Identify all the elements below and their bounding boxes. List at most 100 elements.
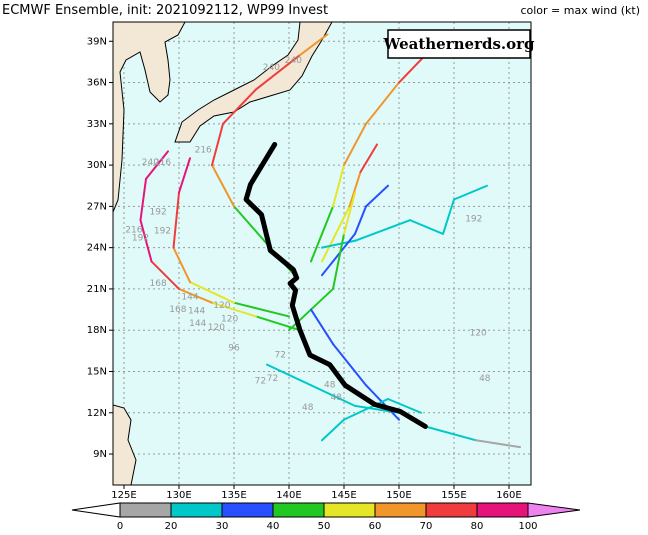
forecast-hour-label: 48 <box>324 381 336 391</box>
colorbar-label: 20 <box>165 521 178 532</box>
y-tick-label: 33N <box>87 119 107 130</box>
x-tick-label: 160E <box>496 490 521 501</box>
y-tick-label: 39N <box>87 36 107 47</box>
track-segment <box>299 33 329 57</box>
track-segment <box>387 398 422 414</box>
mean-track <box>243 141 428 430</box>
colorbar-under <box>71 502 121 518</box>
forecast-hour-label: 240 <box>142 158 159 168</box>
colorbar-segment <box>425 502 478 518</box>
x-tick-label: 140E <box>276 490 301 501</box>
track-segment <box>475 439 521 449</box>
china-korea <box>113 22 186 213</box>
colorbar-label: 30 <box>216 521 229 532</box>
y-tick-label: 12N <box>87 408 107 419</box>
y-tick-label: 9N <box>93 449 107 460</box>
track-segment <box>343 122 367 167</box>
title: ECMWF Ensemble, init: 2021092112, WP99 I… <box>2 3 328 18</box>
track-segment <box>321 232 356 277</box>
y-tick-label: 15N <box>87 366 107 377</box>
track-segment <box>354 219 411 242</box>
track-segment <box>189 281 235 304</box>
philippines <box>113 404 137 485</box>
track-segment <box>178 157 191 194</box>
colorbar-segment <box>323 502 376 518</box>
track-segment <box>343 191 356 235</box>
x-tick-label: 135E <box>221 490 246 501</box>
track-segment <box>255 54 301 91</box>
track-segment <box>332 232 345 290</box>
forecast-hour-label: 192 <box>150 207 167 217</box>
watermark: Weathernerds.org <box>382 35 535 53</box>
y-tick-label: 27N <box>87 201 107 212</box>
track-segment <box>310 384 356 407</box>
y-tick-label: 18N <box>87 325 107 336</box>
track-segment <box>211 164 235 208</box>
x-tick-label: 125E <box>111 490 136 501</box>
legend-note: color = max wind (kt) <box>520 4 640 17</box>
track-segment <box>409 219 444 235</box>
forecast-hour-label: 48 <box>302 403 314 413</box>
x-tick-label: 145E <box>331 490 356 501</box>
forecast-hour-label: 192 <box>154 227 171 237</box>
track-segment <box>139 177 147 222</box>
colorbar-segment <box>221 502 274 518</box>
track-segment <box>145 150 169 180</box>
forecast-hour-label: 120 <box>221 315 238 325</box>
track-segment <box>365 81 400 125</box>
japan <box>174 22 333 143</box>
track-segment <box>178 287 213 304</box>
forecast-hour-label: 48 <box>331 393 343 403</box>
colorbar-segment <box>476 502 529 518</box>
track-segment <box>233 301 290 318</box>
track-segment <box>139 219 153 263</box>
colorbar-label: 60 <box>369 521 382 532</box>
forecast-hour-label: 144 <box>188 306 205 316</box>
forecast-hour-label: 216 <box>125 225 142 235</box>
colorbar-label: 70 <box>420 521 433 532</box>
track-segment <box>354 205 367 235</box>
colorbar-over <box>527 502 581 518</box>
colorbar-segment <box>170 502 223 518</box>
track-segment <box>310 205 334 263</box>
forecast-hour-label: 120 <box>213 301 230 311</box>
forecast-hour-label: 144 <box>189 319 206 329</box>
forecast-hour-label: 120 <box>470 328 487 338</box>
x-tick-label: 150E <box>386 490 411 501</box>
track-segment <box>211 301 257 318</box>
track-segment <box>310 308 334 345</box>
track-segment <box>172 246 191 284</box>
track-segment <box>348 170 362 208</box>
forecast-hour-label: 168 <box>169 305 186 315</box>
colorbar-segment <box>272 502 325 518</box>
y-tick-label: 21N <box>87 284 107 295</box>
colorbar-segment <box>119 502 172 518</box>
forecast-hour-label: 72 <box>274 350 285 360</box>
watermark-box <box>387 29 531 59</box>
colorbar-label: 100 <box>518 521 537 532</box>
forecast-hour-label: 192 <box>132 234 149 244</box>
ocean <box>113 22 531 485</box>
y-tick-label: 36N <box>87 78 107 89</box>
track-segment <box>172 191 180 249</box>
track-segment <box>343 398 389 421</box>
forecast-hour-label: 240 <box>285 56 302 66</box>
forecast-hour-label: 192 <box>465 214 482 224</box>
track-segment <box>211 122 224 167</box>
track-segment <box>424 425 477 442</box>
colorbar-label: 0 <box>117 521 123 532</box>
colorbar-label: 40 <box>267 521 280 532</box>
forecast-hour-label: 96 <box>228 344 240 354</box>
x-tick-label: 130E <box>166 490 191 501</box>
forecast-hour-label: 72 <box>255 377 266 387</box>
track-segment <box>321 205 351 263</box>
track-segment <box>266 363 312 387</box>
forecast-hour-label: 216 <box>154 158 171 168</box>
x-tick-label: 155E <box>441 490 466 501</box>
y-tick-label: 30N <box>87 160 107 171</box>
track-segment <box>222 88 257 125</box>
track-segment <box>359 143 378 173</box>
forecast-hour-label: 120 <box>208 323 225 333</box>
